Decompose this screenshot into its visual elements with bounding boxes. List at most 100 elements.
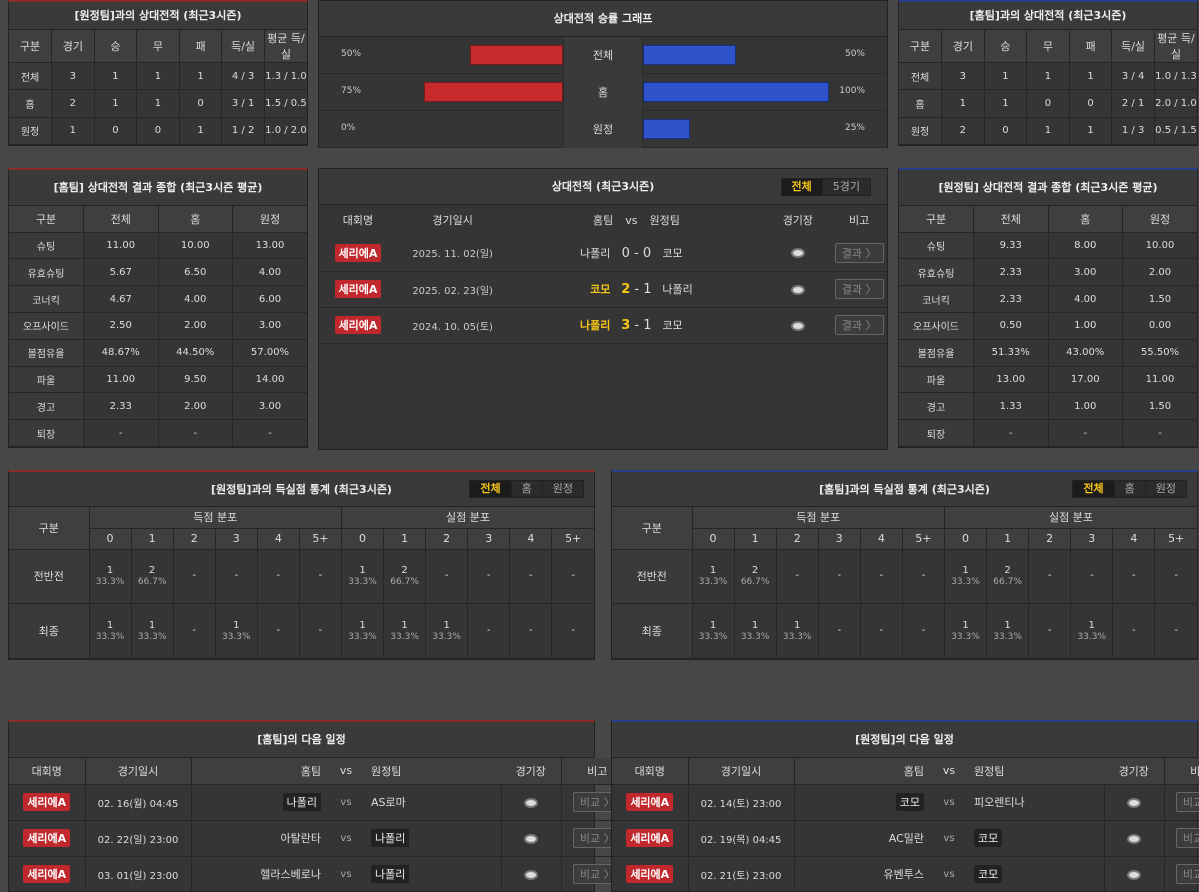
league-badge[interactable]: 세리에A: [334, 280, 382, 298]
column-header: 무: [136, 30, 180, 63]
stadium-icon[interactable]: [1127, 869, 1141, 880]
result-button[interactable]: 결과 〉: [834, 279, 884, 299]
goals-value: 2: [1004, 565, 1011, 577]
panel-title: [원정팀]과의 득실점 통계 (최근3시즌): [211, 483, 392, 496]
stadium-icon[interactable]: [1127, 833, 1141, 844]
stadium-icon[interactable]: [1127, 797, 1141, 808]
tab-전체[interactable]: 전체: [781, 179, 823, 195]
match-date: 2025. 02. 23(일): [396, 271, 509, 308]
goals-value: -: [879, 625, 884, 637]
home-team[interactable]: 나폴리: [282, 793, 321, 811]
goals-row: 전반전 1 33.3% 2 66.7% - - - -1 33.3% 2 66.7% - - - -: [9, 549, 594, 605]
row-label: 전체: [9, 62, 53, 91]
away-team[interactable]: 피오렌티나: [974, 796, 1025, 809]
row-label: 파울: [9, 366, 84, 394]
away-score: 1: [643, 318, 652, 333]
note-cell: 결과 〉: [831, 271, 887, 308]
league-badge[interactable]: 세리에A: [23, 865, 71, 883]
goals-cell: -: [1154, 549, 1197, 605]
stadium-icon[interactable]: [524, 869, 538, 880]
result-button[interactable]: 결과 〉: [834, 315, 884, 335]
stadium-icon[interactable]: [790, 320, 805, 331]
goals-cell: -: [509, 603, 553, 659]
away-team[interactable]: 나폴리: [662, 283, 693, 296]
compare-button[interactable]: 비교 〉: [1175, 828, 1199, 848]
tab-원정[interactable]: 원정: [552, 482, 573, 495]
league-badge[interactable]: 세리에A: [334, 243, 382, 262]
table-row: 코너킥 2.33 4.00 1.50: [899, 285, 1197, 313]
league-badge[interactable]: 세리에A: [626, 829, 674, 847]
column-header: 패: [1069, 30, 1113, 63]
goals-count-header: 1: [383, 528, 427, 550]
result-button[interactable]: 결과 〉: [834, 242, 884, 263]
away-team-cell: 피오렌티나: [974, 784, 1105, 821]
row-label: 퇴장: [9, 419, 84, 447]
table-row: 경고 1.33 1.00 1.50: [899, 392, 1197, 421]
row-label: 홈: [899, 89, 943, 118]
goals-value: 1: [443, 620, 450, 632]
column-header: 경기일시: [85, 758, 192, 785]
cell-value: 10.00: [1122, 232, 1197, 260]
home-team[interactable]: 헬라스베로나: [260, 868, 321, 881]
column-header: 전체: [973, 206, 1049, 233]
goals-cell: 1 33.3%: [776, 603, 819, 659]
away-team[interactable]: 코모: [974, 829, 1003, 847]
league-badge[interactable]: 세리에A: [23, 793, 71, 811]
match-date: 02. 16(월) 04:45: [85, 784, 192, 821]
tab-5경기[interactable]: 5경기: [832, 180, 860, 193]
home-team[interactable]: 코모: [895, 793, 924, 811]
home-team[interactable]: 아탈란타: [280, 832, 321, 845]
tab-전체[interactable]: 전체: [1073, 481, 1115, 497]
home-team[interactable]: 코모: [590, 283, 611, 296]
cell-value: -: [158, 419, 233, 447]
cell-value: 57.00%: [232, 339, 307, 367]
stadium-icon[interactable]: [790, 248, 805, 259]
cell-value: 1.00: [1048, 312, 1123, 340]
panel-title: [홈팀]과의 상대전적 (최근3시즌): [899, 2, 1197, 30]
league-badge[interactable]: 세리에A: [626, 793, 674, 811]
goals-value: 1: [709, 620, 717, 632]
away-score: 0: [642, 245, 652, 261]
goals-value: -: [276, 570, 281, 582]
row-label: 경고: [899, 392, 974, 421]
away-team[interactable]: 코모: [662, 246, 683, 260]
away-team[interactable]: 나폴리: [371, 829, 410, 847]
stadium-icon[interactable]: [524, 797, 538, 808]
home-team[interactable]: 나폴리: [580, 319, 611, 332]
home-team[interactable]: 유벤투스: [883, 868, 924, 881]
cell-value: 6.50: [158, 258, 233, 287]
away-team[interactable]: 코모: [662, 319, 683, 332]
compare-button[interactable]: 비교 〉: [572, 828, 622, 848]
tab-전체[interactable]: 전체: [470, 481, 512, 497]
home-team[interactable]: AC밀란: [888, 832, 924, 845]
stadium-icon[interactable]: [524, 833, 538, 844]
cell-value: 3: [941, 62, 985, 91]
goals-count-header: 4: [1112, 528, 1156, 550]
away-team[interactable]: 나폴리: [371, 865, 410, 883]
league-badge[interactable]: 세리에A: [23, 829, 71, 847]
goals-percent: 33.3%: [390, 632, 419, 643]
away-team-cell: 나폴리: [371, 856, 502, 892]
goals-cell: 1 33.3%: [734, 603, 777, 659]
compare-button[interactable]: 비교 〉: [572, 864, 622, 884]
cell-value: 1 / 2: [221, 117, 265, 146]
away-team[interactable]: AS로마: [371, 796, 406, 809]
stadium-icon[interactable]: [790, 284, 805, 295]
tab-원정[interactable]: 원정: [1155, 482, 1176, 495]
goals-value: -: [486, 570, 491, 582]
row-label: 슈팅: [9, 232, 84, 260]
tab-홈[interactable]: 홈: [1115, 481, 1146, 497]
compare-button[interactable]: 비교 〉: [1175, 864, 1199, 884]
cell-value: 3 / 4: [1111, 62, 1155, 91]
table-header-row: 구분 경기 승 무 패 득/실 평균 득/실: [899, 30, 1197, 63]
cell-value: 43.00%: [1048, 339, 1123, 367]
league-badge[interactable]: 세리에A: [334, 316, 382, 334]
away-team[interactable]: 코모: [974, 865, 1003, 883]
home-team[interactable]: 나폴리: [580, 246, 611, 260]
compare-button[interactable]: 비교 〉: [1175, 792, 1199, 812]
league-badge[interactable]: 세리에A: [626, 865, 674, 883]
tab-홈[interactable]: 홈: [512, 481, 543, 497]
panel-header: 상대전적 (최근3시즌) 전체 5경기: [319, 169, 887, 205]
away-team-cell: 코모: [974, 856, 1105, 892]
h2h-home-table: 구분 경기 승 무 패 득/실 평균 득/실 전체 3 1 1 1 3 / 4 1.0 / 1.3 홈 1 1 0…: [899, 30, 1197, 146]
